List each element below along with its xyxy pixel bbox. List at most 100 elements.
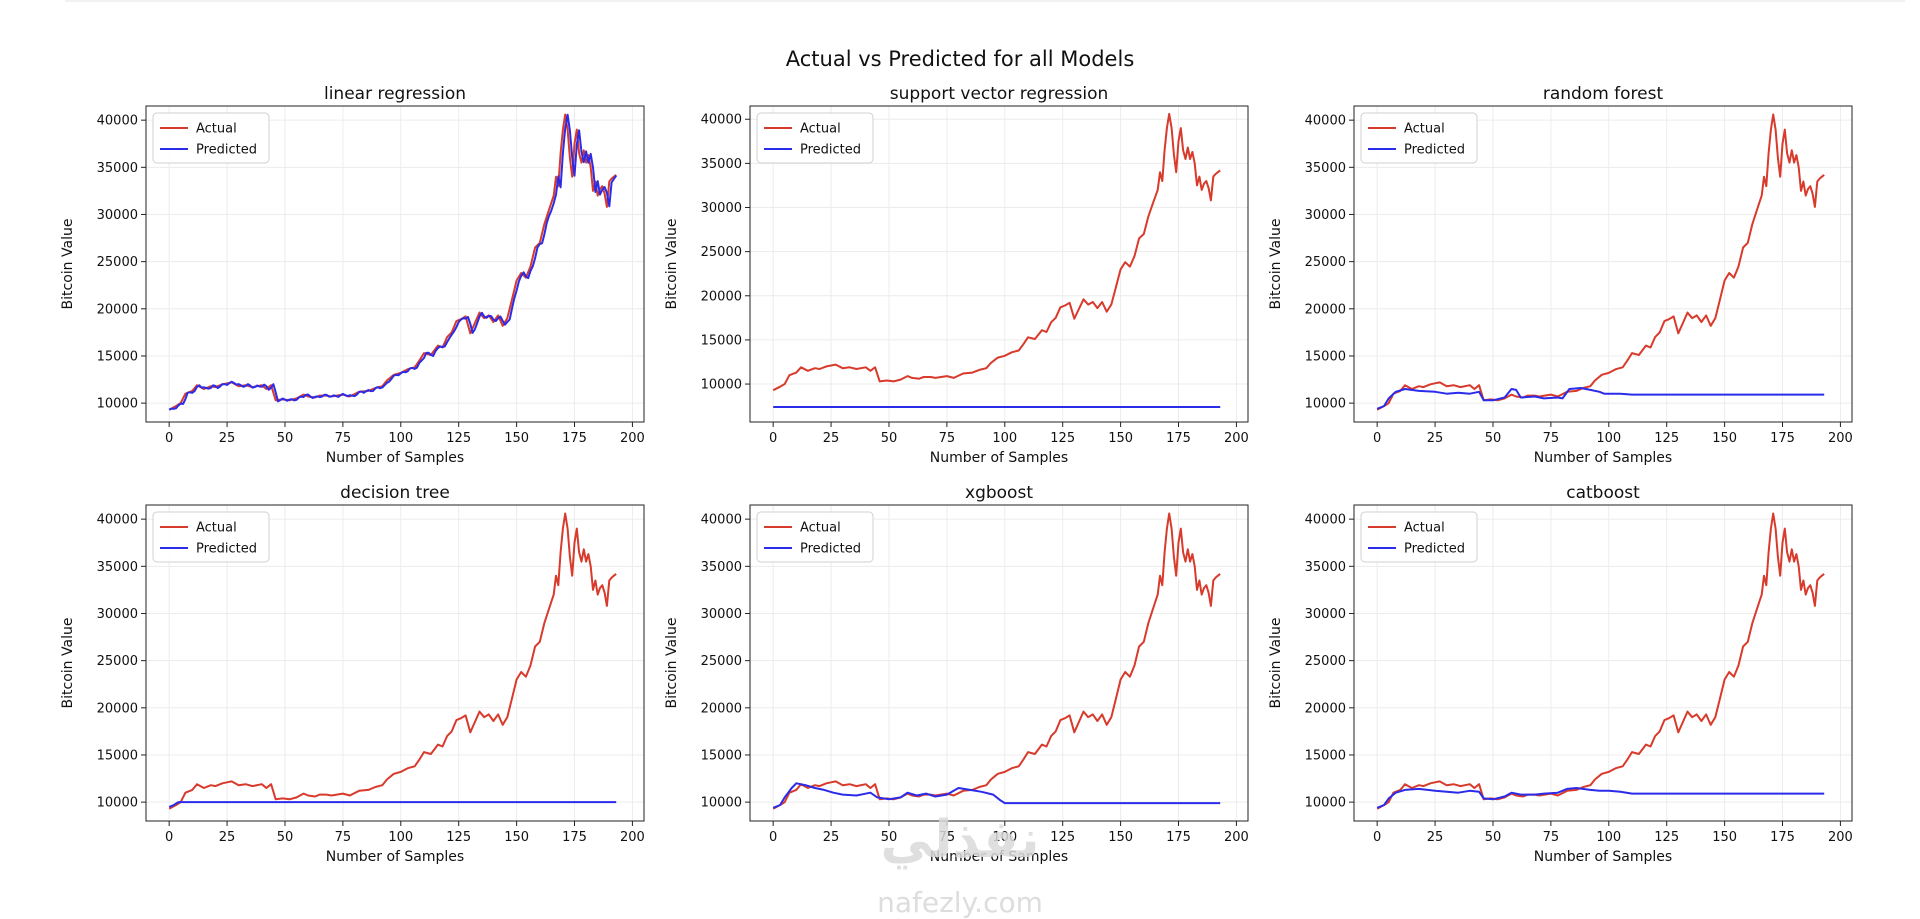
x-tick-label: 50	[277, 830, 294, 845]
y-tick-label: 25000	[701, 245, 742, 260]
y-tick-label: 35000	[701, 157, 742, 172]
y-tick-label: 15000	[1305, 349, 1346, 364]
y-tick-label: 35000	[1305, 560, 1346, 575]
x-tick-label: 25	[219, 431, 236, 446]
y-tick-label: 35000	[701, 560, 742, 575]
y-tick-label: 30000	[97, 607, 138, 622]
x-tick-label: 150	[504, 830, 529, 845]
x-tick-label: 100	[388, 431, 413, 446]
y-tick-label: 10000	[1305, 796, 1346, 811]
subplot-title: catboost	[1566, 483, 1640, 503]
y-tick-label: 15000	[701, 748, 742, 763]
y-axis-label: Bitcoin Value	[664, 219, 680, 310]
x-tick-label: 50	[881, 431, 898, 446]
x-tick-label: 125	[1654, 830, 1679, 845]
actual-series-line	[1376, 512, 1825, 810]
x-tick-label: 100	[388, 830, 413, 845]
x-tick-label: 75	[939, 431, 956, 446]
x-tick-label: 75	[335, 431, 352, 446]
y-tick-label: 15000	[97, 748, 138, 763]
subplot-title: decision tree	[340, 483, 450, 503]
y-tick-label: 20000	[701, 289, 742, 304]
y-axis-label: Bitcoin Value	[1268, 219, 1284, 310]
x-tick-label: 150	[1108, 830, 1133, 845]
y-axis-label: Bitcoin Value	[1268, 618, 1284, 709]
y-axis-label: Bitcoin Value	[664, 618, 680, 709]
y-tick-label: 35000	[97, 161, 138, 176]
y-tick-label: 25000	[701, 654, 742, 669]
x-tick-label: 125	[1050, 830, 1075, 845]
actual-series-line	[772, 112, 1221, 392]
x-tick-label: 0	[1373, 431, 1381, 446]
actual-series-line	[1376, 113, 1825, 411]
x-tick-label: 25	[219, 830, 236, 845]
subplot-title: xgboost	[965, 483, 1033, 503]
legend: Actual Predicted	[756, 112, 874, 164]
axes-frame	[145, 504, 645, 822]
x-tick-label: 200	[620, 431, 645, 446]
predicted-series-line	[168, 113, 618, 411]
legend: Actual Predicted	[1360, 112, 1478, 164]
axes-frame	[1353, 105, 1853, 423]
y-tick-label: 40000	[701, 513, 742, 528]
x-tick-label: 75	[939, 830, 956, 845]
subplots-grid: 0 25 50 75 100 125 150 175 200100001500020000250…	[60, 84, 1853, 865]
legend-label-actual: Actual	[800, 122, 841, 137]
y-tick-label: 30000	[701, 201, 742, 216]
legend-box	[1360, 511, 1478, 563]
legend-label-predicted: Predicted	[800, 542, 861, 557]
y-tick-label: 35000	[97, 560, 138, 575]
subplot-4: 0 25 50 75 100 125 150 175 200 10000 15000 20000 250…	[60, 483, 645, 865]
x-tick-label: 125	[1654, 431, 1679, 446]
legend-label-predicted: Predicted	[196, 143, 257, 158]
y-axis-label: Bitcoin Value	[60, 219, 76, 310]
x-tick-label: 0	[769, 830, 777, 845]
legend-label-predicted: Predicted	[1404, 143, 1465, 158]
subplot-3: 0 25 50 75 100 125 150 175 200 10000 15000 20000 250…	[1268, 84, 1853, 466]
y-tick-label: 40000	[1305, 513, 1346, 528]
predicted-series-line	[772, 782, 1221, 809]
y-tick-label: 25000	[97, 654, 138, 669]
actual-series-line	[168, 512, 617, 810]
y-tick-label: 35000	[1305, 161, 1346, 176]
x-tick-label: 200	[1224, 431, 1249, 446]
x-tick-label: 200	[1224, 830, 1249, 845]
y-tick-label: 25000	[1305, 255, 1346, 270]
actual-series-line	[772, 512, 1221, 810]
x-tick-label: 150	[1712, 830, 1737, 845]
predicted-series-line	[1376, 387, 1825, 410]
x-tick-label: 175	[1770, 431, 1795, 446]
x-axis-label: Number of Samples	[326, 450, 464, 466]
legend-label-actual: Actual	[1404, 122, 1445, 137]
y-tick-label: 40000	[97, 513, 138, 528]
x-tick-label: 75	[1543, 830, 1560, 845]
subplot-2: 0 25 50 75 100 125 150 175 200 10000 15000 20000 250…	[664, 84, 1249, 466]
legend-label-actual: Actual	[1404, 521, 1445, 536]
x-tick-label: 0	[1373, 830, 1381, 845]
y-tick-label: 20000	[97, 302, 138, 317]
watermark: نفذلي nafezly.com	[877, 810, 1043, 919]
x-axis-label: Number of Samples	[930, 849, 1068, 865]
axes-frame	[749, 105, 1249, 423]
x-tick-label: 25	[823, 830, 840, 845]
legend: Actual Predicted	[756, 511, 874, 563]
x-axis-label: Number of Samples	[1534, 450, 1672, 466]
x-tick-label: 100	[992, 830, 1017, 845]
x-tick-label: 175	[1166, 431, 1191, 446]
y-tick-label: 15000	[1305, 748, 1346, 763]
x-tick-label: 75	[335, 830, 352, 845]
x-axis-label: Number of Samples	[1534, 849, 1672, 865]
predicted-series-line	[1376, 787, 1825, 809]
y-tick-label: 40000	[1305, 114, 1346, 129]
y-tick-label: 20000	[97, 701, 138, 716]
watermark-arabic: نفذلي	[880, 810, 1039, 870]
y-tick-label: 30000	[701, 607, 742, 622]
y-tick-label: 10000	[97, 796, 138, 811]
subplot-5: 0 25 50 75 100 125 150 175 200 10000 15000 20000 250…	[664, 483, 1249, 865]
y-tick-label: 10000	[1305, 397, 1346, 412]
x-tick-label: 100	[1596, 431, 1621, 446]
x-tick-label: 50	[881, 830, 898, 845]
x-tick-label: 175	[1166, 830, 1191, 845]
y-tick-label: 25000	[97, 255, 138, 270]
y-tick-label: 15000	[701, 333, 742, 348]
